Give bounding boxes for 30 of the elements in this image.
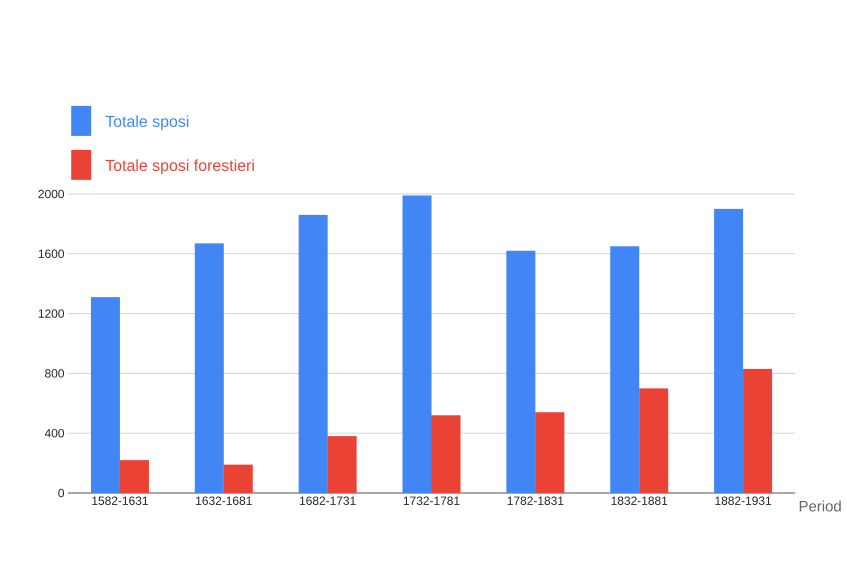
x-tick-label: 1832-1881 [612, 496, 668, 505]
bar [714, 208, 744, 493]
y-tick-label: 800 [45, 369, 64, 378]
legend-label: Totale sposi [106, 115, 188, 130]
y-tick-label: 1200 [38, 309, 64, 318]
x-tick-label: 1632-1681 [196, 496, 252, 505]
bar [402, 195, 432, 493]
x-axis-title: Period [800, 500, 841, 512]
bar [298, 214, 328, 493]
bar [610, 246, 640, 493]
bar [432, 415, 461, 493]
x-tick-label: 1582-1631 [92, 496, 148, 505]
y-tick-label: 2000 [38, 190, 64, 198]
bar [120, 460, 149, 493]
bar [506, 250, 536, 493]
y-tick-label: 0 [58, 488, 64, 498]
bar [535, 412, 564, 493]
legend-label: Totale sposi forestieri [106, 159, 254, 174]
bar [224, 464, 253, 493]
bar [639, 388, 668, 493]
x-tick-label: 1682-1731 [300, 496, 356, 505]
bar [743, 368, 772, 493]
bar [194, 243, 224, 493]
x-tick-label: 1732-1781 [404, 496, 460, 505]
y-tick-label: 400 [44, 428, 64, 438]
x-tick-label: 1782-1831 [508, 496, 564, 505]
x-tick-label: 1882-1931 [715, 496, 772, 505]
bar [328, 436, 357, 493]
bar [90, 297, 120, 493]
y-tick-label: 1600 [38, 250, 64, 258]
